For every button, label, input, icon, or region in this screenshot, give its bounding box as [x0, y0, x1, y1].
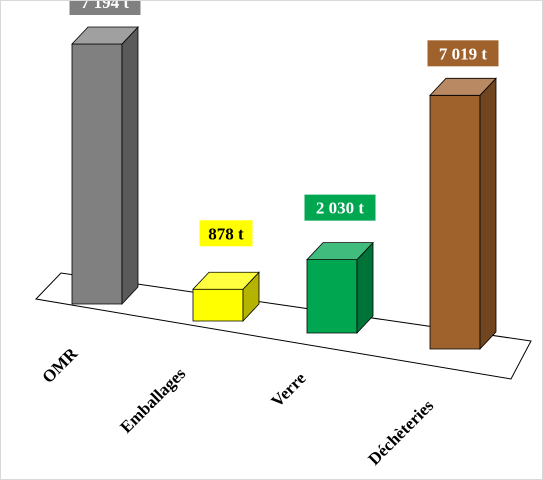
value-label: 7 194 t — [69, 1, 141, 15]
bar-top — [192, 271, 260, 290]
bars-layer — [71, 25, 497, 351]
bar-top — [71, 26, 139, 45]
chart-floor — [34, 272, 532, 380]
value-label-box — [427, 40, 499, 67]
bar-top — [306, 242, 374, 261]
value-label: 7 019 t — [427, 40, 499, 67]
bar-top — [429, 77, 497, 96]
bar-side — [121, 25, 139, 306]
value-label-text: 7 019 t — [439, 44, 488, 63]
bar-verre — [306, 241, 374, 335]
category-label: Déchèteries — [364, 396, 437, 469]
value-label: 878 t — [199, 220, 253, 247]
value-label-box — [304, 194, 376, 221]
value-label-text: 878 t — [208, 224, 244, 243]
category-labels-layer: OMR Emballages Verre Déchèteries — [38, 344, 437, 469]
value-label-box — [199, 220, 253, 247]
bar-front — [429, 94, 481, 350]
bar-front — [192, 288, 244, 322]
bar-side — [479, 77, 497, 351]
category-label: Verre — [267, 368, 309, 410]
value-label: 2 030 t — [304, 194, 376, 221]
bar-front — [306, 259, 358, 334]
value-label-text: 2 030 t — [316, 199, 365, 218]
value-label-box — [69, 1, 141, 15]
value-label-text: 7 194 t — [81, 1, 130, 12]
bar-decheteries — [429, 77, 497, 351]
category-label: OMR — [38, 344, 81, 387]
bar-omr — [71, 25, 139, 306]
bar-front — [71, 43, 123, 305]
value-labels-layer: 7 194 t 878 t 2 030 t 7 019 t — [69, 1, 499, 247]
bar-emballages — [192, 271, 260, 323]
category-label: Emballages — [116, 364, 189, 437]
